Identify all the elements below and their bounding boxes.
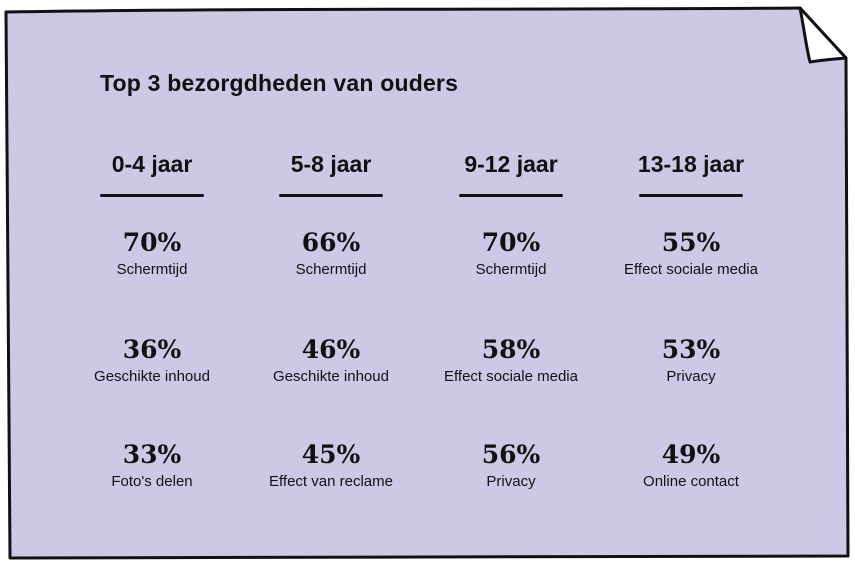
stat-item: 53% Privacy bbox=[591, 335, 791, 387]
stat-label: Privacy bbox=[666, 368, 716, 385]
folded-corner bbox=[798, 6, 848, 64]
stat-item: 55% Effect sociale media bbox=[591, 228, 791, 280]
header-underline bbox=[459, 194, 563, 197]
stat-value: 53% bbox=[661, 335, 721, 364]
stat-value: 36% bbox=[122, 335, 182, 364]
stat-value: 46% bbox=[301, 335, 361, 364]
paper-sheet bbox=[4, 6, 850, 560]
stat-label: Schermtijd bbox=[116, 261, 188, 278]
stat-value: 66% bbox=[301, 228, 361, 257]
header-underline bbox=[279, 194, 383, 197]
stat-item: 70% Schermtijd bbox=[52, 228, 252, 280]
column-header: 13-18 jaar bbox=[637, 151, 745, 177]
stat-value: 45% bbox=[301, 440, 361, 469]
stat-value: 55% bbox=[661, 228, 721, 257]
stat-item: 56% Privacy bbox=[411, 440, 611, 492]
stat-label: Schermtijd bbox=[475, 261, 547, 278]
stat-item: 66% Schermtijd bbox=[231, 228, 431, 280]
stat-item: 49% Online contact bbox=[591, 440, 791, 492]
stat-value: 70% bbox=[481, 228, 541, 257]
column-header: 0-4 jaar bbox=[111, 151, 193, 177]
column-5-8: 5-8 jaar 66% Schermtijd 46% Geschikte in… bbox=[231, 148, 431, 490]
column-header: 5-8 jaar bbox=[290, 151, 372, 177]
stat-item: 70% Schermtijd bbox=[411, 228, 611, 280]
stat-label: Effect sociale media bbox=[624, 261, 758, 278]
stat-label: Foto's delen bbox=[111, 473, 193, 490]
stat-value: 56% bbox=[481, 440, 541, 469]
stat-label: Effect sociale media bbox=[444, 368, 578, 385]
column-header: 9-12 jaar bbox=[464, 151, 558, 177]
stat-label: Privacy bbox=[486, 473, 536, 490]
stat-label: Online contact bbox=[643, 473, 739, 490]
stat-item: 33% Foto's delen bbox=[52, 440, 252, 492]
stat-value: 58% bbox=[481, 335, 541, 364]
stat-item: 45% Effect van reclame bbox=[231, 440, 431, 492]
stat-value: 70% bbox=[122, 228, 182, 257]
header-underline bbox=[639, 194, 743, 197]
header-underline bbox=[100, 194, 204, 197]
column-0-4: 0-4 jaar 70% Schermtijd 36% Geschikte in… bbox=[52, 148, 252, 490]
stat-value: 33% bbox=[122, 440, 182, 469]
stat-item: 58% Effect sociale media bbox=[411, 335, 611, 387]
stat-item: 46% Geschikte inhoud bbox=[231, 335, 431, 387]
stat-label: Effect van reclame bbox=[269, 473, 393, 490]
page-title: Top 3 bezorgdheden van ouders bbox=[100, 70, 459, 96]
stat-label: Geschikte inhoud bbox=[94, 368, 210, 385]
stat-item: 36% Geschikte inhoud bbox=[52, 335, 252, 387]
column-13-18: 13-18 jaar 55% Effect sociale media 53% … bbox=[591, 148, 791, 490]
column-9-12: 9-12 jaar 70% Schermtijd 58% Effect soci… bbox=[411, 148, 611, 490]
stat-label: Schermtijd bbox=[295, 261, 367, 278]
stat-label: Geschikte inhoud bbox=[273, 368, 389, 385]
stat-value: 49% bbox=[661, 440, 721, 469]
